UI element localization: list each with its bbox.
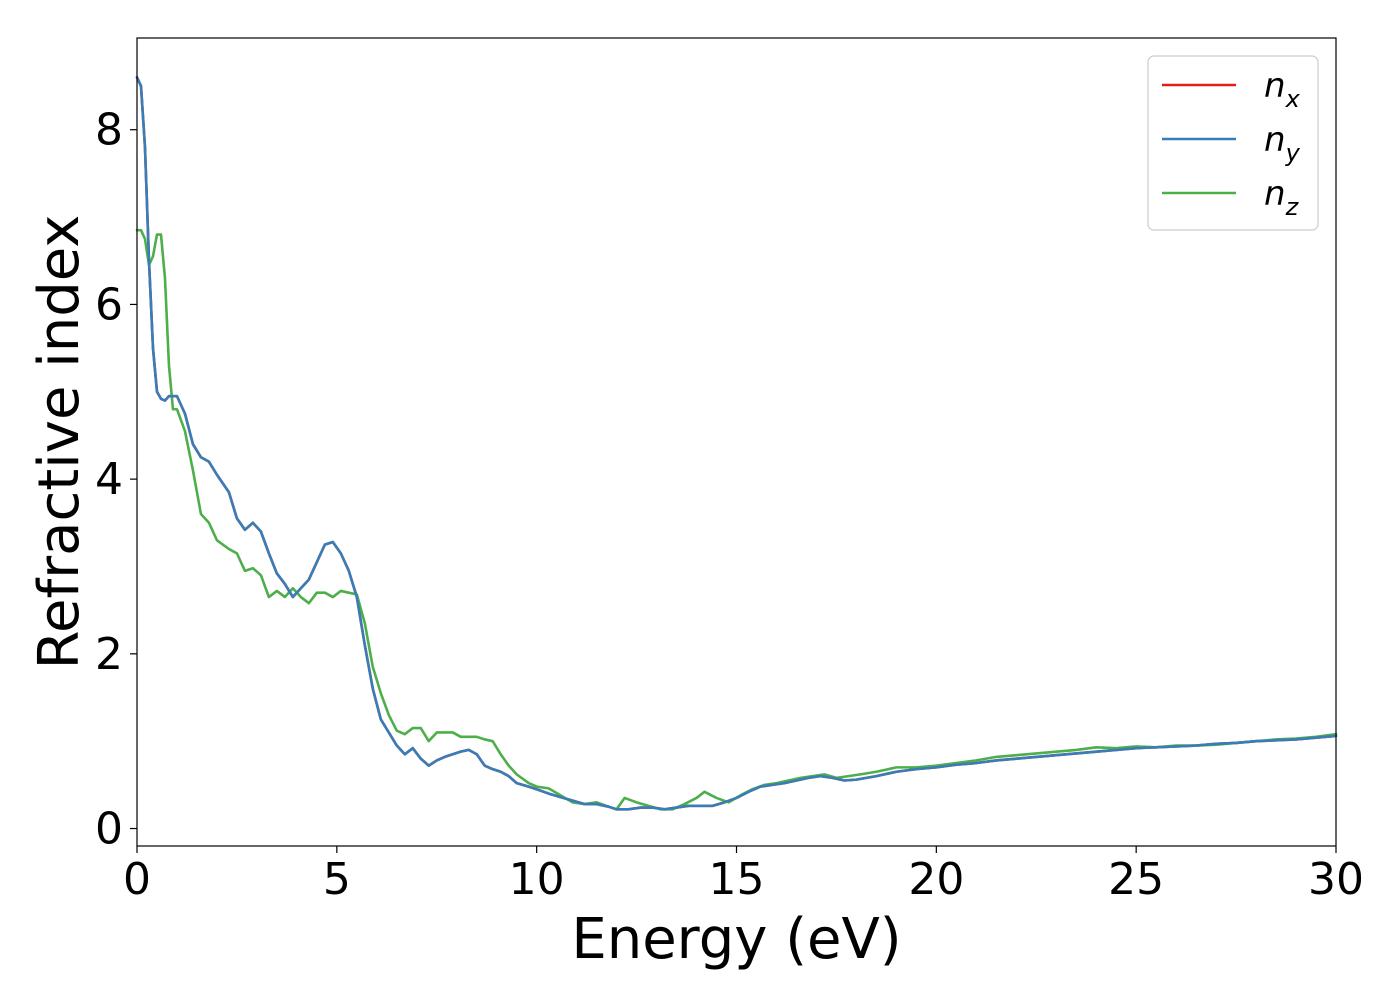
legend-label-z: nz — [1264, 174, 1300, 221]
x-axis-label: Energy (eV) — [571, 907, 901, 972]
legend-label-subscript: y — [1285, 139, 1301, 167]
x-tick-label: 0 — [123, 854, 151, 905]
legend-label-subscript: x — [1285, 85, 1301, 113]
x-tick-label: 10 — [509, 854, 565, 905]
legend-label-base: n — [1264, 66, 1286, 106]
x-tick-label: 25 — [1108, 854, 1164, 905]
x-axis-ticks: 0 5 10 15 20 25 30 — [123, 846, 1364, 905]
series-line-y — [135, 76, 1338, 811]
legend-label-subscript: z — [1285, 193, 1300, 221]
y-tick-label: 0 — [95, 804, 123, 855]
x-tick-label: 20 — [908, 854, 964, 905]
legend-label-x: nx — [1264, 66, 1301, 113]
y-axis-label: Refractive index — [27, 215, 92, 670]
x-tick-label: 5 — [323, 854, 351, 905]
legend-box — [1147, 55, 1319, 231]
y-tick-label: 6 — [95, 279, 123, 330]
legend-label-base: n — [1264, 120, 1286, 160]
y-axis-ticks: 0 2 4 6 8 — [95, 105, 137, 855]
legend-label-base: n — [1264, 174, 1286, 214]
x-tick-label: 15 — [709, 854, 765, 905]
series-line-z — [135, 228, 1338, 811]
y-tick-label: 8 — [95, 105, 123, 156]
y-tick-label: 2 — [95, 629, 123, 680]
series-layer — [135, 76, 1338, 811]
x-tick-label: 30 — [1308, 854, 1364, 905]
legend-label-y: ny — [1264, 120, 1301, 167]
y-tick-label: 4 — [95, 454, 123, 505]
